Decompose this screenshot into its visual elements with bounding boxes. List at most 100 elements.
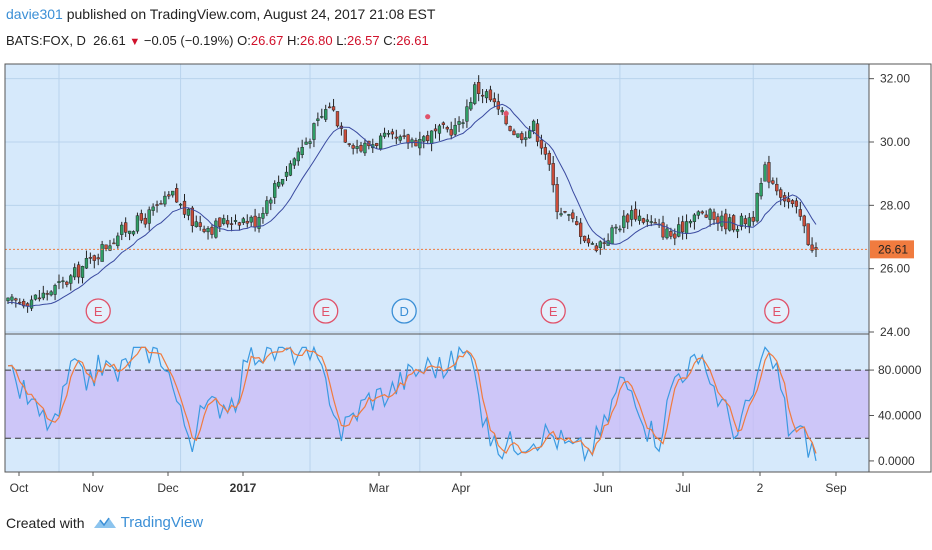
candle-body [308,141,312,144]
candle-body [343,129,347,143]
candle-body [665,228,669,239]
candle-body [300,147,304,156]
candle-body [96,257,100,260]
candles [6,75,818,313]
candle-body [649,221,653,223]
candle-body [622,215,626,228]
candle-body [790,200,795,205]
candle-body [57,281,61,283]
candle-body [37,297,42,300]
candle-body [167,194,171,197]
candle-body [524,137,528,140]
candle-body [457,121,461,125]
candle-body [327,106,332,109]
candle-body [76,264,81,278]
overbought-oversold-band [5,370,869,439]
candle-body [598,241,602,248]
candle-body [280,178,285,185]
event-label: D [399,304,408,319]
time-tick-label: Jul [675,481,690,495]
event-label: E [321,304,330,319]
candle-body [429,130,434,144]
candle-body [469,101,473,110]
candle-body [347,143,351,145]
time-tick-label: Mar [369,481,390,495]
candle-body [233,220,238,222]
candle-body [449,129,453,136]
candle-body [312,123,316,140]
stoch-band [5,369,869,439]
high-label: H: [287,33,301,48]
candle-body [739,215,744,227]
time-tick-label: 2 [757,481,764,495]
event-circle [540,298,566,324]
candle-body [92,255,96,261]
candle-body [641,218,646,223]
candle-body [669,231,673,237]
candle-body [163,195,167,205]
candle-body [767,162,771,183]
moving-average-line [7,103,817,307]
candle-body [535,123,540,142]
candle-body [563,211,567,213]
symbol[interactable]: BATS:FOX, D [6,33,86,48]
candle-body [484,91,489,99]
footer: Created with TradingView [6,514,203,531]
candle-body [331,106,336,111]
earnings-event-badge[interactable]: E [540,298,566,324]
price-tick-label: 26.00 [880,262,910,276]
candle-body [735,229,740,232]
candle-body [296,151,300,162]
candle-body [508,126,512,131]
candle-body [763,164,767,182]
dividend-event-badge[interactable]: D [391,298,417,324]
close-label: C: [383,33,397,48]
candle-body [426,135,430,141]
stoch-tick-label: 40.0000 [878,408,922,422]
low-value: 26.57 [347,33,380,48]
earnings-event-badge[interactable]: E [313,298,339,324]
candle-body [571,212,575,219]
candle-body [465,106,469,122]
candle-body [586,238,591,244]
candle-body [198,222,202,227]
candle-body [69,275,73,284]
publish-info: published on TradingView.com, August 24,… [62,6,436,22]
candle-body [45,293,49,295]
time-tick-label: Dec [157,481,178,495]
tradingview-logo-icon [93,517,116,528]
publish-header: davie301 published on TradingView.com, A… [6,6,435,22]
candle-body [637,215,642,221]
candle-body [528,130,532,139]
candle-body [127,230,132,234]
tradingview-link[interactable]: TradingView [120,514,204,531]
candle-body [531,120,536,131]
candle-body [771,180,775,184]
candle-body [645,219,649,222]
candle-body [171,190,175,196]
time-tick-label: Oct [10,481,29,495]
event-label: E [549,304,558,319]
open-value: 26.67 [250,33,284,48]
earnings-event-badge[interactable]: E [764,298,790,324]
candle-body [108,245,112,251]
price-tick-label: 32.00 [880,72,910,86]
candle-body [84,258,89,269]
candle-body [500,110,504,113]
candle-body [143,217,147,225]
candle-body [398,136,402,141]
candle-body [33,294,38,300]
candle-body [226,220,230,225]
close-value: 26.61 [396,33,429,48]
candle-body [65,281,69,285]
candle-body [630,210,634,220]
candle-body [684,221,689,234]
candle-body [614,226,618,229]
candle-body [594,245,598,251]
earnings-event-badge[interactable]: E [85,298,111,324]
author-link[interactable]: davie301 [6,6,63,22]
candle-body [253,215,257,228]
candle-body [214,220,218,238]
